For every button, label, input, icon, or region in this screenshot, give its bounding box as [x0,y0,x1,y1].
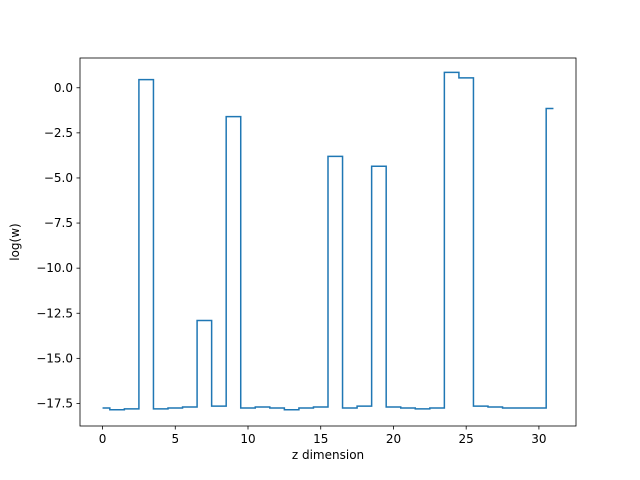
x-tick-label: 20 [386,432,401,446]
y-tick-label: −2.5 [44,126,73,140]
y-tick-label: −7.5 [44,216,73,230]
x-tick-label: 15 [313,432,328,446]
y-tick-label: −15.0 [36,351,73,365]
y-tick-label: 0.0 [54,81,73,95]
series-line [102,71,554,411]
plot-area [102,71,554,411]
x-tick-label: 30 [531,432,546,446]
y-axis: 0.0 −2.5 −5.0 −7.5 −10.0 −12.5 −15.0 −17.5 [36,81,80,410]
y-tick-label: −5.0 [44,171,73,185]
axes-frame [79,57,577,427]
x-tick-label: 5 [171,432,179,446]
y-tick-label: −12.5 [36,306,73,320]
x-tick-label: 0 [99,432,107,446]
y-tick-label: −10.0 [36,261,73,275]
x-tick-label: 25 [459,432,474,446]
x-tick-label: 10 [240,432,255,446]
x-axis-label: z dimension [292,448,364,462]
y-tick-label: −17.5 [36,396,73,410]
y-axis-label: log(w) [8,223,22,260]
x-axis: 0 5 10 15 20 25 30 [99,426,547,446]
